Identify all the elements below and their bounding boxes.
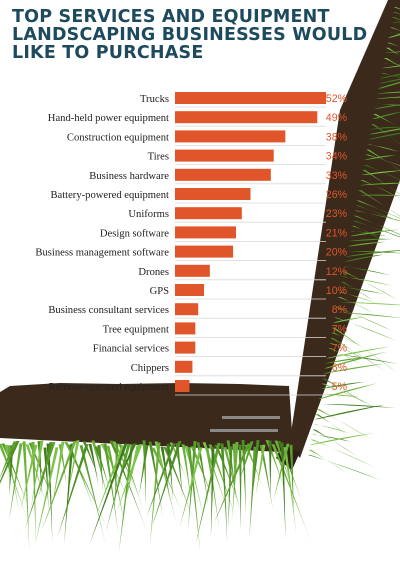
bar bbox=[175, 111, 318, 124]
grass-blades bbox=[0, 2, 400, 553]
category-label: Uniforms bbox=[128, 209, 169, 220]
bar bbox=[175, 303, 199, 316]
value-label: 21% bbox=[326, 227, 348, 239]
category-label: Financial services bbox=[93, 344, 169, 355]
bar bbox=[175, 341, 196, 354]
category-label: Design software bbox=[100, 228, 169, 239]
bar bbox=[175, 360, 193, 373]
separator-line bbox=[222, 416, 280, 419]
bar bbox=[175, 168, 271, 181]
bar bbox=[175, 284, 205, 296]
category-label: Business hardware bbox=[89, 171, 169, 182]
value-label: 5% bbox=[332, 381, 348, 393]
bar bbox=[175, 130, 286, 143]
category-label: Business consultant services bbox=[48, 305, 169, 316]
category-label: Drones bbox=[138, 267, 169, 278]
category-label: Battery-powered equipment bbox=[50, 190, 169, 201]
value-label: 12% bbox=[326, 266, 348, 278]
value-label: 7% bbox=[332, 323, 348, 335]
bar bbox=[175, 380, 190, 392]
category-label: Business management software bbox=[35, 248, 169, 259]
value-label: 23% bbox=[326, 208, 348, 220]
category-label: Tree equipment bbox=[103, 324, 169, 335]
category-label: Trucks bbox=[140, 94, 169, 105]
value-label: 10% bbox=[326, 285, 348, 297]
value-label: 7% bbox=[332, 343, 348, 355]
category-label: Tires bbox=[148, 152, 169, 163]
category-label: Construction equipment bbox=[67, 132, 169, 143]
bar bbox=[175, 264, 210, 277]
bar bbox=[175, 322, 196, 335]
category-label: GPS bbox=[150, 286, 170, 297]
value-label: 20% bbox=[326, 247, 348, 259]
value-label: 6% bbox=[332, 362, 348, 374]
category-label: Remote-operated equipment bbox=[49, 382, 169, 393]
value-label: 34% bbox=[326, 151, 348, 163]
bar bbox=[175, 149, 274, 162]
value-label: 49% bbox=[326, 112, 348, 124]
separator-lines bbox=[210, 416, 280, 432]
category-label: Chippers bbox=[131, 363, 169, 374]
value-label: 52% bbox=[326, 93, 348, 105]
category-label: Hand-held power equipment bbox=[48, 113, 169, 124]
bar bbox=[175, 226, 236, 239]
page-title: TOP SERVICES AND EQUIPMENT LANDSCAPING B… bbox=[12, 7, 368, 63]
value-label: 26% bbox=[326, 189, 348, 201]
bar bbox=[175, 245, 234, 258]
value-label: 33% bbox=[326, 170, 348, 182]
separator-line bbox=[210, 429, 278, 432]
value-label: 8% bbox=[332, 304, 348, 316]
bar bbox=[175, 92, 326, 104]
bar bbox=[175, 207, 242, 220]
bar bbox=[175, 188, 251, 200]
value-label: 38% bbox=[326, 131, 348, 143]
